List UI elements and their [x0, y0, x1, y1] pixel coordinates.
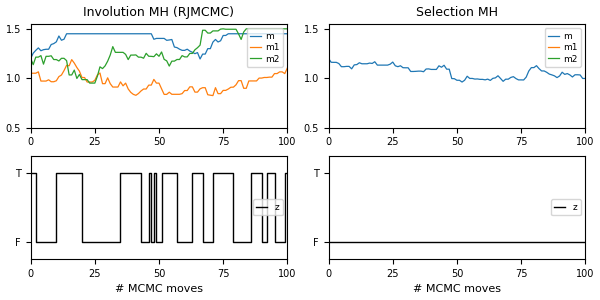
m	[184, 47, 191, 51]
m	[212, 38, 219, 41]
m	[443, 68, 450, 71]
m1	[45, 78, 52, 82]
m	[507, 76, 514, 79]
z	[27, 171, 34, 175]
m1	[212, 86, 219, 89]
m	[343, 64, 350, 68]
m1	[184, 89, 191, 92]
z	[284, 171, 291, 175]
m1	[94, 73, 101, 77]
m	[389, 60, 397, 64]
Line: m1: m1	[31, 60, 287, 96]
z	[443, 240, 450, 244]
m	[63, 32, 70, 36]
m	[482, 78, 489, 82]
m	[196, 57, 203, 61]
m2	[220, 27, 227, 31]
Line: m2: m2	[31, 29, 287, 83]
Legend: z: z	[551, 199, 581, 215]
z	[222, 171, 229, 175]
m	[225, 32, 232, 36]
m2	[45, 55, 52, 58]
m2	[86, 81, 93, 85]
Legend: z: z	[253, 199, 283, 215]
z	[581, 240, 589, 244]
m1	[225, 87, 232, 91]
m	[520, 78, 527, 82]
m1	[68, 58, 76, 61]
z	[343, 240, 350, 244]
m2	[94, 74, 101, 78]
Legend: m, m1, m2: m, m1, m2	[247, 28, 283, 67]
m	[45, 47, 52, 51]
z	[148, 240, 155, 244]
X-axis label: # MCMC moves: # MCMC moves	[413, 284, 501, 294]
m	[325, 57, 332, 60]
m	[581, 77, 589, 80]
m1	[148, 83, 155, 87]
m1	[284, 66, 291, 70]
m2	[284, 27, 291, 31]
Legend: m, m1, m2: m, m1, m2	[545, 28, 581, 67]
m	[284, 32, 291, 36]
m	[94, 32, 101, 36]
z	[32, 240, 40, 244]
m1	[209, 94, 217, 98]
X-axis label: # MCMC moves: # MCMC moves	[115, 284, 203, 294]
m2	[225, 27, 232, 31]
m2	[184, 55, 191, 59]
z	[479, 240, 486, 244]
m	[27, 57, 34, 60]
m2	[209, 29, 217, 33]
m	[458, 80, 466, 84]
Line: m: m	[329, 58, 585, 82]
Line: m: m	[31, 34, 287, 59]
Title: Involution MH (RJMCMC): Involution MH (RJMCMC)	[83, 6, 235, 19]
m	[148, 32, 155, 36]
m2	[148, 55, 155, 58]
z	[47, 240, 55, 244]
m1	[27, 71, 34, 75]
Line: z: z	[31, 173, 287, 242]
z	[325, 240, 332, 244]
Title: Selection MH: Selection MH	[416, 6, 498, 19]
m2	[27, 57, 34, 60]
z	[517, 240, 524, 244]
z	[184, 240, 191, 244]
z	[505, 240, 512, 244]
z	[209, 171, 217, 175]
z	[94, 240, 101, 244]
z	[389, 240, 397, 244]
